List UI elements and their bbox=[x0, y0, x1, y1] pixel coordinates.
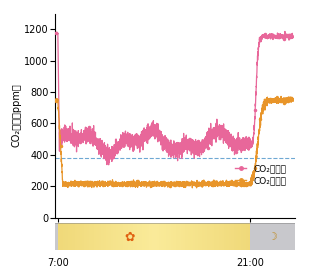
Bar bbox=[169, 223, 171, 250]
Bar bbox=[176, 223, 179, 250]
Bar bbox=[58, 223, 60, 250]
Bar bbox=[202, 223, 205, 250]
Bar bbox=[128, 223, 130, 250]
Bar bbox=[84, 223, 87, 250]
Text: 7:00: 7:00 bbox=[47, 258, 69, 268]
Bar bbox=[104, 223, 106, 250]
Bar bbox=[120, 223, 123, 250]
Bar bbox=[198, 223, 200, 250]
Bar bbox=[250, 223, 295, 250]
Bar bbox=[200, 223, 203, 250]
Bar bbox=[193, 223, 195, 250]
Bar bbox=[99, 223, 101, 250]
Bar bbox=[135, 223, 138, 250]
Bar bbox=[65, 223, 68, 250]
Bar bbox=[217, 223, 220, 250]
Bar bbox=[174, 223, 176, 250]
Bar bbox=[130, 223, 133, 250]
Bar bbox=[186, 223, 188, 250]
Bar bbox=[96, 223, 99, 250]
Bar bbox=[195, 223, 198, 250]
Text: ☽: ☽ bbox=[267, 232, 278, 242]
Bar bbox=[108, 223, 111, 250]
Bar bbox=[72, 223, 75, 250]
Bar bbox=[161, 223, 164, 250]
Bar bbox=[111, 223, 113, 250]
Bar bbox=[123, 223, 126, 250]
Bar bbox=[241, 223, 243, 250]
Bar bbox=[205, 223, 208, 250]
Bar bbox=[147, 223, 150, 250]
Bar bbox=[75, 223, 77, 250]
Bar bbox=[92, 223, 94, 250]
Bar bbox=[67, 223, 70, 250]
Bar bbox=[207, 223, 210, 250]
Bar bbox=[77, 223, 80, 250]
Bar bbox=[142, 223, 145, 250]
Bar bbox=[183, 223, 186, 250]
Bar bbox=[94, 223, 97, 250]
Bar bbox=[60, 223, 63, 250]
Bar bbox=[243, 223, 246, 250]
Bar bbox=[55, 223, 58, 250]
Bar bbox=[125, 223, 128, 250]
Bar bbox=[188, 223, 191, 250]
Bar bbox=[209, 223, 212, 250]
Bar bbox=[137, 223, 140, 250]
Bar bbox=[154, 223, 157, 250]
Bar bbox=[238, 223, 241, 250]
Bar bbox=[224, 223, 227, 250]
Bar bbox=[231, 223, 234, 250]
Text: ✿: ✿ bbox=[124, 231, 135, 244]
Bar bbox=[157, 223, 159, 250]
Bar bbox=[113, 223, 116, 250]
Bar bbox=[181, 223, 183, 250]
Bar bbox=[152, 223, 154, 250]
Bar bbox=[229, 223, 232, 250]
Bar bbox=[236, 223, 239, 250]
Bar bbox=[226, 223, 229, 250]
Bar bbox=[246, 223, 248, 250]
Bar bbox=[89, 223, 92, 250]
Bar bbox=[149, 223, 152, 250]
Bar bbox=[63, 223, 66, 250]
Bar bbox=[159, 223, 162, 250]
Bar bbox=[101, 223, 104, 250]
Y-axis label: CO₂濃度（ppm）: CO₂濃度（ppm） bbox=[11, 84, 21, 147]
Text: 21:00: 21:00 bbox=[237, 258, 264, 268]
Bar bbox=[212, 223, 215, 250]
Bar bbox=[248, 223, 251, 250]
Legend: CO₂補充有, CO₂補充無: CO₂補充有, CO₂補充無 bbox=[232, 161, 290, 188]
Bar bbox=[178, 223, 181, 250]
Bar bbox=[222, 223, 224, 250]
Bar bbox=[164, 223, 167, 250]
Bar bbox=[118, 223, 121, 250]
Bar bbox=[87, 223, 89, 250]
Bar bbox=[190, 223, 193, 250]
Bar bbox=[82, 223, 85, 250]
Bar bbox=[80, 223, 82, 250]
Bar bbox=[106, 223, 109, 250]
Bar bbox=[133, 223, 135, 250]
Bar bbox=[215, 223, 217, 250]
Bar bbox=[171, 223, 174, 250]
Bar bbox=[234, 223, 236, 250]
Bar bbox=[70, 223, 72, 250]
Bar bbox=[116, 223, 118, 250]
Bar bbox=[219, 223, 222, 250]
Bar bbox=[145, 223, 147, 250]
Bar bbox=[140, 223, 142, 250]
Bar bbox=[166, 223, 169, 250]
